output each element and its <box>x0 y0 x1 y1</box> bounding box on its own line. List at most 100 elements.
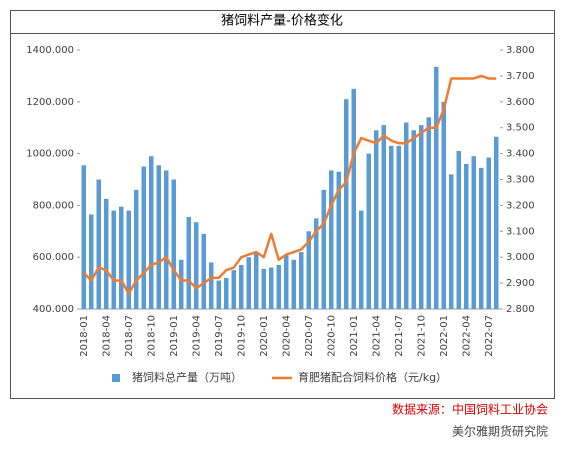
line <box>82 74 497 295</box>
x-tick-label: 2022-01 <box>439 315 450 357</box>
x-tick-label: 2020-04 <box>281 315 292 357</box>
bar <box>284 254 289 309</box>
bar <box>201 233 206 309</box>
bar <box>291 259 296 309</box>
bar <box>344 99 349 310</box>
bar <box>104 198 109 309</box>
bar <box>359 210 364 309</box>
bar <box>239 264 244 309</box>
x-tick-label: 2018-01 <box>79 315 90 357</box>
y2-tick-label: 3.300 <box>506 175 535 186</box>
source: 数据来源：中国饲料工业协会 <box>392 402 548 417</box>
bar <box>314 218 319 309</box>
bar <box>381 125 386 309</box>
x-tick-label: 2021-04 <box>371 315 382 357</box>
y2-tick-label: 3.400 <box>506 149 535 160</box>
y2-tick-label: 3.800 <box>506 45 535 56</box>
bar <box>479 167 484 309</box>
y-tick-label: 1200.000 <box>26 97 74 108</box>
bar <box>96 179 101 309</box>
bar <box>389 145 394 309</box>
bar <box>156 165 161 309</box>
x-tick-label: 2020-10 <box>326 315 337 357</box>
x-tick-label: 2018-10 <box>146 315 157 357</box>
watermark: 美尔雅期货研究院 <box>452 424 548 439</box>
bar <box>254 252 259 309</box>
bar <box>434 66 439 310</box>
y2-tick-label: 3.500 <box>506 123 535 134</box>
bar <box>276 264 281 309</box>
x-tick-label: 2019-10 <box>236 315 247 357</box>
y2-tick-label: 2.900 <box>506 278 535 289</box>
y2-tick-label: 3.100 <box>506 226 535 237</box>
bar <box>164 170 169 309</box>
chart-title: 猪饲料产量-价格变化 <box>221 13 343 29</box>
bar <box>231 270 236 309</box>
x-tick-label: 2019-07 <box>214 315 225 357</box>
bar <box>179 259 184 309</box>
bar <box>141 166 146 309</box>
bar <box>351 88 356 309</box>
bar <box>464 163 469 309</box>
bar <box>216 280 221 309</box>
bar <box>194 222 199 309</box>
y2-tick-label: 3.600 <box>506 97 535 108</box>
bar <box>224 277 229 309</box>
bar <box>126 210 131 309</box>
x-tick-label: 2018-07 <box>124 315 135 357</box>
y-tick-label: 600.000 <box>33 252 74 263</box>
bar <box>441 101 446 309</box>
bar <box>171 179 176 309</box>
y-tick-label: 1000.000 <box>26 149 74 160</box>
bar <box>419 125 424 309</box>
x-tick-label: 2022-07 <box>484 315 495 357</box>
bar <box>89 214 94 309</box>
bar <box>456 151 461 309</box>
x-tick-label: 2019-04 <box>191 315 202 357</box>
bar <box>111 210 116 309</box>
bar <box>149 156 154 309</box>
x-tick-label: 2021-10 <box>416 315 427 357</box>
x-tick-label: 2020-01 <box>259 315 270 357</box>
x-tick-label: 2019-01 <box>169 315 180 357</box>
x-tick-label: 2020-07 <box>304 315 315 357</box>
bar <box>404 122 409 310</box>
bar <box>81 165 86 309</box>
bar <box>396 145 401 309</box>
bar <box>329 170 334 309</box>
x-tick-label: 2022-04 <box>461 315 472 357</box>
bar <box>209 262 214 309</box>
x-tick-label: 2018-04 <box>101 315 112 357</box>
y-tick-label: 1400.000 <box>26 45 74 56</box>
x-tick-label: 2021-01 <box>349 315 360 357</box>
bar <box>494 136 499 309</box>
bar <box>119 206 124 309</box>
y2-tick-label: 2.800 <box>506 304 535 315</box>
bar <box>411 130 416 309</box>
frame <box>10 10 555 399</box>
bar <box>306 231 311 309</box>
y2-tick-label: 3.700 <box>506 71 535 82</box>
legend-swatch <box>112 374 120 382</box>
legend-label: 育肥猪配合饲料价格（元/kg） <box>298 370 447 384</box>
bar <box>486 157 491 309</box>
bar <box>471 156 476 309</box>
bar <box>269 267 274 309</box>
y2-tick-label: 3.000 <box>506 252 535 263</box>
bar <box>321 189 326 309</box>
bar <box>134 189 139 309</box>
bar <box>366 153 371 309</box>
bar <box>186 217 191 309</box>
bar <box>336 171 341 309</box>
bar <box>299 252 304 309</box>
y2-tick-label: 3.200 <box>506 200 535 211</box>
x-tick-label: 2021-07 <box>394 315 405 357</box>
bar <box>261 268 266 309</box>
y-tick-label: 400.000 <box>33 304 74 315</box>
bar <box>426 117 431 309</box>
bar <box>246 257 251 309</box>
bar <box>374 130 379 309</box>
legend-label: 猪饲料总产量（万吨） <box>132 370 242 384</box>
y-tick-label: 800.000 <box>33 200 74 211</box>
